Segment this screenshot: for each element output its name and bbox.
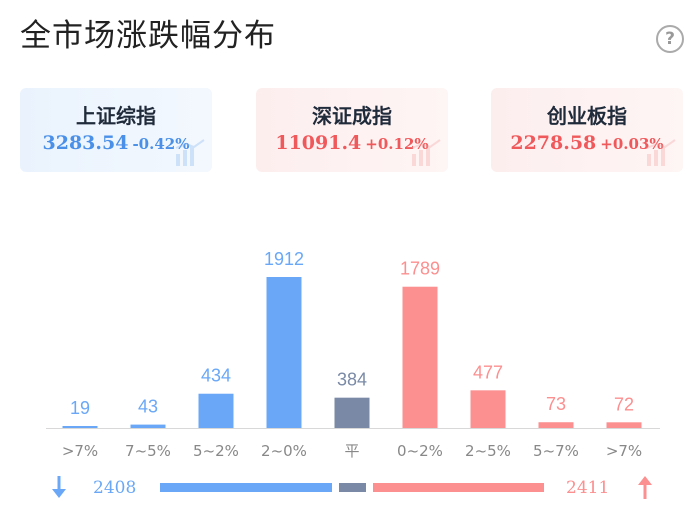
index-values: 2278.58 +0.03%	[491, 132, 683, 154]
bar-value-label: 43	[138, 397, 158, 417]
up-count: 2411	[566, 478, 609, 498]
bar-value-label: 19	[70, 398, 90, 418]
index-name: 深证成指	[312, 104, 392, 128]
bar	[62, 426, 98, 428]
chart-decoration-icon	[646, 139, 676, 166]
arrow-down-icon	[52, 489, 66, 498]
bar	[266, 277, 302, 428]
page-title: 全市场涨跌幅分布	[20, 18, 276, 54]
bar	[606, 422, 642, 428]
up-ratio-bar	[373, 483, 544, 492]
header: 全市场涨跌幅分布 ?	[20, 14, 690, 58]
x-tick-label: >7%	[606, 442, 642, 460]
x-tick-label: 0~2%	[397, 442, 443, 460]
down-ratio-bar	[160, 483, 332, 492]
index-card-shenzhen[interactable]: 深证成指 11091.4 +0.12%	[256, 88, 448, 172]
bar	[402, 286, 438, 428]
chart-decoration-icon	[175, 139, 205, 166]
index-card-shanghai[interactable]: 上证综指 3283.54 -0.42%	[20, 88, 212, 172]
index-name: 上证综指	[76, 104, 156, 128]
bar	[334, 397, 370, 428]
bar-value-label: 477	[473, 362, 503, 382]
bar	[130, 424, 166, 428]
bar	[470, 390, 506, 428]
x-tick-label: 2~0%	[261, 442, 307, 460]
index-change: +0.03%	[600, 135, 664, 153]
index-name: 创业板指	[547, 104, 627, 128]
bar-value-label: 73	[546, 394, 566, 414]
x-tick-label: 7~5%	[125, 442, 171, 460]
index-value: 2278.58	[510, 132, 597, 154]
bar-value-label: 1912	[264, 249, 304, 269]
index-values: 3283.54 -0.42%	[20, 132, 212, 154]
index-value: 3283.54	[42, 132, 129, 154]
index-card-chinext[interactable]: 创业板指 2278.58 +0.03%	[491, 88, 683, 172]
bar	[538, 422, 574, 428]
index-change: -0.42%	[132, 135, 190, 153]
x-tick-label: 5~2%	[193, 442, 239, 460]
arrow-up-icon	[638, 476, 652, 485]
bar-value-label: 434	[201, 366, 231, 386]
bar-value-label: 1789	[400, 259, 440, 279]
question-circle-icon[interactable]: ?	[656, 25, 684, 53]
index-change: +0.12%	[365, 135, 429, 153]
x-tick-label: 平	[344, 442, 359, 460]
chart-decoration-icon	[411, 139, 441, 166]
x-tick-label: 5~7%	[533, 442, 579, 460]
bar	[198, 393, 234, 428]
flat-ratio-bar	[339, 483, 366, 492]
x-tick-label: 2~5%	[465, 442, 511, 460]
index-value: 11091.4	[275, 132, 362, 154]
index-values: 11091.4 +0.12%	[256, 132, 448, 154]
bar-value-label: 384	[337, 370, 367, 390]
x-tick-label: >7%	[62, 442, 98, 460]
bar-value-label: 72	[614, 394, 634, 414]
down-count: 2408	[93, 478, 136, 498]
